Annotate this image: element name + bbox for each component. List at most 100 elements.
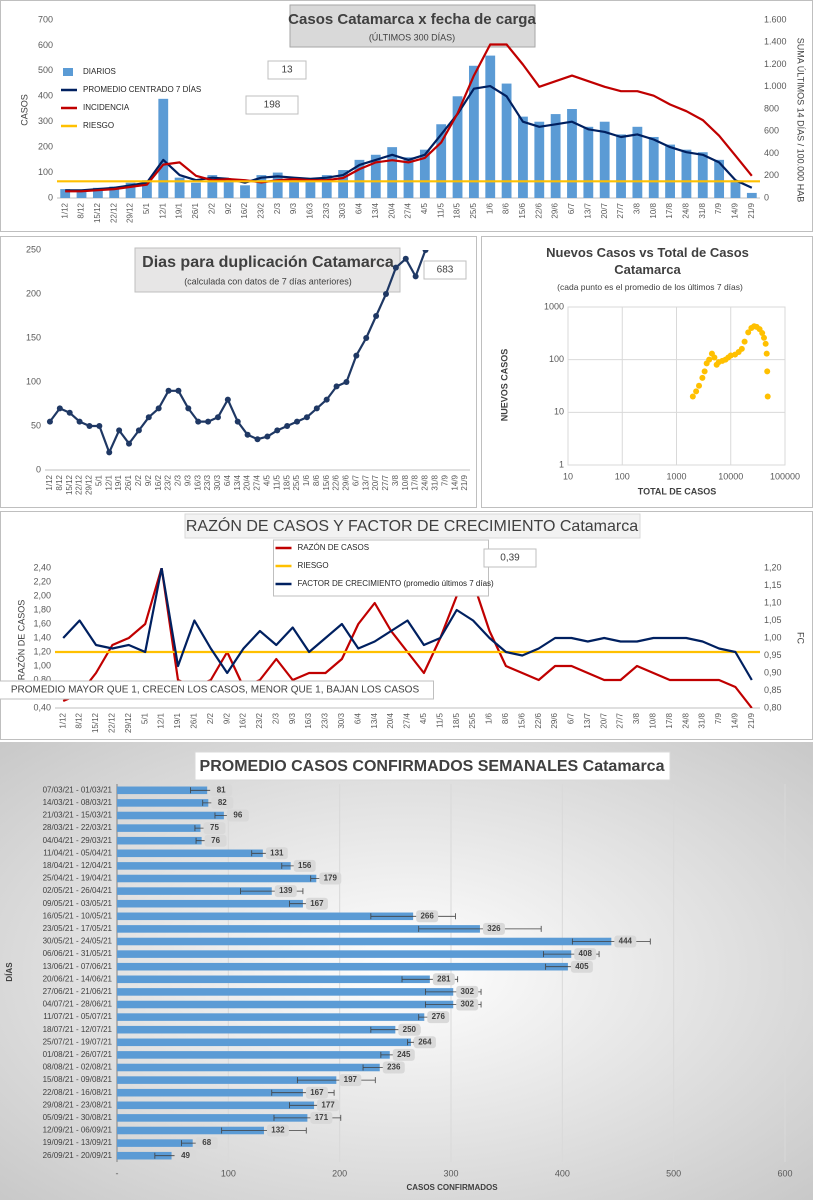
x-tick-label: 13/7	[583, 712, 592, 728]
x-tick-label: 19/1	[175, 202, 184, 218]
y-tick-label: 07/03/21 - 01/03/21	[43, 785, 113, 794]
bar	[387, 147, 398, 198]
data-label-box	[339, 1074, 362, 1087]
point	[699, 374, 706, 381]
bar	[117, 799, 209, 807]
marker	[422, 250, 429, 253]
chart-title: Nuevos Casos vs Total de Casos Catamarca	[546, 245, 749, 277]
x-axis-label: CASOS CONFIRMADOS	[406, 1183, 498, 1192]
y-tick-label: 19/09/21 - 13/09/21	[43, 1138, 113, 1147]
bar	[117, 1000, 454, 1009]
data-label-box	[274, 885, 297, 898]
x-tick-label: 3/8	[632, 202, 641, 214]
marker	[284, 423, 291, 429]
bar	[534, 121, 545, 198]
data-label-box	[204, 834, 227, 847]
x-tick-label: 25/5	[468, 712, 477, 728]
data-label: 179	[324, 874, 338, 883]
y-tick-label: 250	[26, 244, 41, 254]
bar	[117, 1088, 303, 1097]
data-label-box	[265, 847, 288, 860]
bar	[746, 192, 757, 198]
bar	[256, 175, 267, 198]
x-tick-label: 14/9	[450, 474, 459, 490]
y-tick-label: 09/05/21 - 03/05/21	[43, 899, 113, 908]
y-tick-label: 0,90	[764, 667, 782, 677]
y-tick-label: 2,20	[33, 576, 51, 586]
x-tick-label: 21/9	[747, 202, 756, 218]
x-tick-label: 100	[615, 471, 630, 481]
bar	[117, 849, 263, 858]
x-tick-label: 23/3	[203, 474, 212, 490]
x-tick-label: 1/6	[302, 474, 311, 486]
plot-area	[46, 250, 429, 456]
x-tick-label: 25/5	[292, 474, 301, 490]
x-tick-label: 16/3	[304, 712, 313, 728]
y-axis-label: NUEVOS CASOS	[499, 349, 509, 422]
y-tick-label: 30/05/21 - 24/05/21	[43, 937, 113, 946]
y-tick-label: 500	[38, 65, 53, 75]
x-tick-label: 600	[777, 1168, 792, 1178]
marker	[412, 273, 419, 280]
x-tick-label: 21/9	[460, 474, 469, 490]
x-tick-label: 29/12	[126, 202, 135, 223]
marker	[165, 387, 172, 394]
x-tick-label: 14/9	[731, 712, 740, 728]
bar	[468, 65, 479, 198]
data-label-box	[570, 960, 593, 973]
bar	[648, 136, 659, 198]
title-box	[289, 4, 536, 48]
data-label: 444	[619, 937, 633, 946]
y-tick-label: 1,40	[33, 632, 51, 642]
x-tick-label: 10/8	[401, 474, 410, 490]
bar	[117, 1151, 172, 1160]
annotation-box	[423, 260, 467, 280]
y-tick-label: 100	[26, 376, 41, 386]
x-tick-label: 15/6	[518, 202, 527, 218]
marker	[264, 433, 271, 440]
y-tick-label: 04/07/21 - 28/06/21	[43, 1000, 113, 1009]
x-tick-label: 6/4	[355, 202, 364, 214]
bar	[485, 55, 496, 198]
bar	[117, 1076, 337, 1084]
y-tick-label: 01/08/21 - 26/07/21	[43, 1050, 113, 1059]
marker	[353, 352, 360, 359]
data-label: 49	[181, 1151, 190, 1160]
y-tick-label: 2,00	[33, 590, 51, 600]
data-label: 132	[271, 1126, 285, 1135]
bar	[419, 149, 430, 198]
data-label-box	[317, 1099, 340, 1112]
annotation: 198	[264, 100, 281, 111]
data-label-box	[226, 809, 249, 822]
y2-axis-label: FC	[796, 632, 806, 644]
marker	[214, 414, 221, 421]
bar	[117, 874, 317, 883]
x-tick-label: 27/7	[381, 474, 390, 490]
y2-axis-label: SUMA ÚLTIMOS 14 DÍAS / 100.000 HAB	[796, 38, 806, 202]
y-tick-label: 0	[36, 464, 41, 474]
data-label-box	[614, 935, 637, 948]
x-tick-label: 11/5	[435, 712, 444, 728]
x-tick-label: 16/2	[239, 712, 248, 728]
x-tick-label: 18/5	[453, 202, 462, 218]
x-tick-label: 2/2	[206, 712, 215, 724]
chart-subtitle: (ÚLTIMOS 300 DÍAS)	[369, 32, 455, 42]
x-tick-label: 1/12	[60, 202, 69, 218]
x-tick-label: 6/7	[351, 474, 360, 486]
data-label-box	[398, 1023, 421, 1036]
bar	[272, 172, 283, 198]
y-tick-label: 18/07/21 - 12/07/21	[43, 1025, 113, 1034]
marker	[382, 291, 389, 297]
bar	[616, 134, 626, 198]
marker	[244, 431, 251, 438]
data-label-box	[305, 897, 328, 910]
marker	[116, 427, 123, 434]
series-line	[62, 568, 753, 681]
x-tick-label: 100000	[770, 471, 800, 481]
legend-label: PROMEDIO CENTRADO 7 DÍAS	[83, 85, 201, 94]
point	[745, 329, 752, 336]
bar	[174, 177, 185, 198]
x-tick-label: 20/7	[600, 202, 609, 218]
data-label-box	[203, 822, 226, 835]
bar	[117, 975, 430, 984]
